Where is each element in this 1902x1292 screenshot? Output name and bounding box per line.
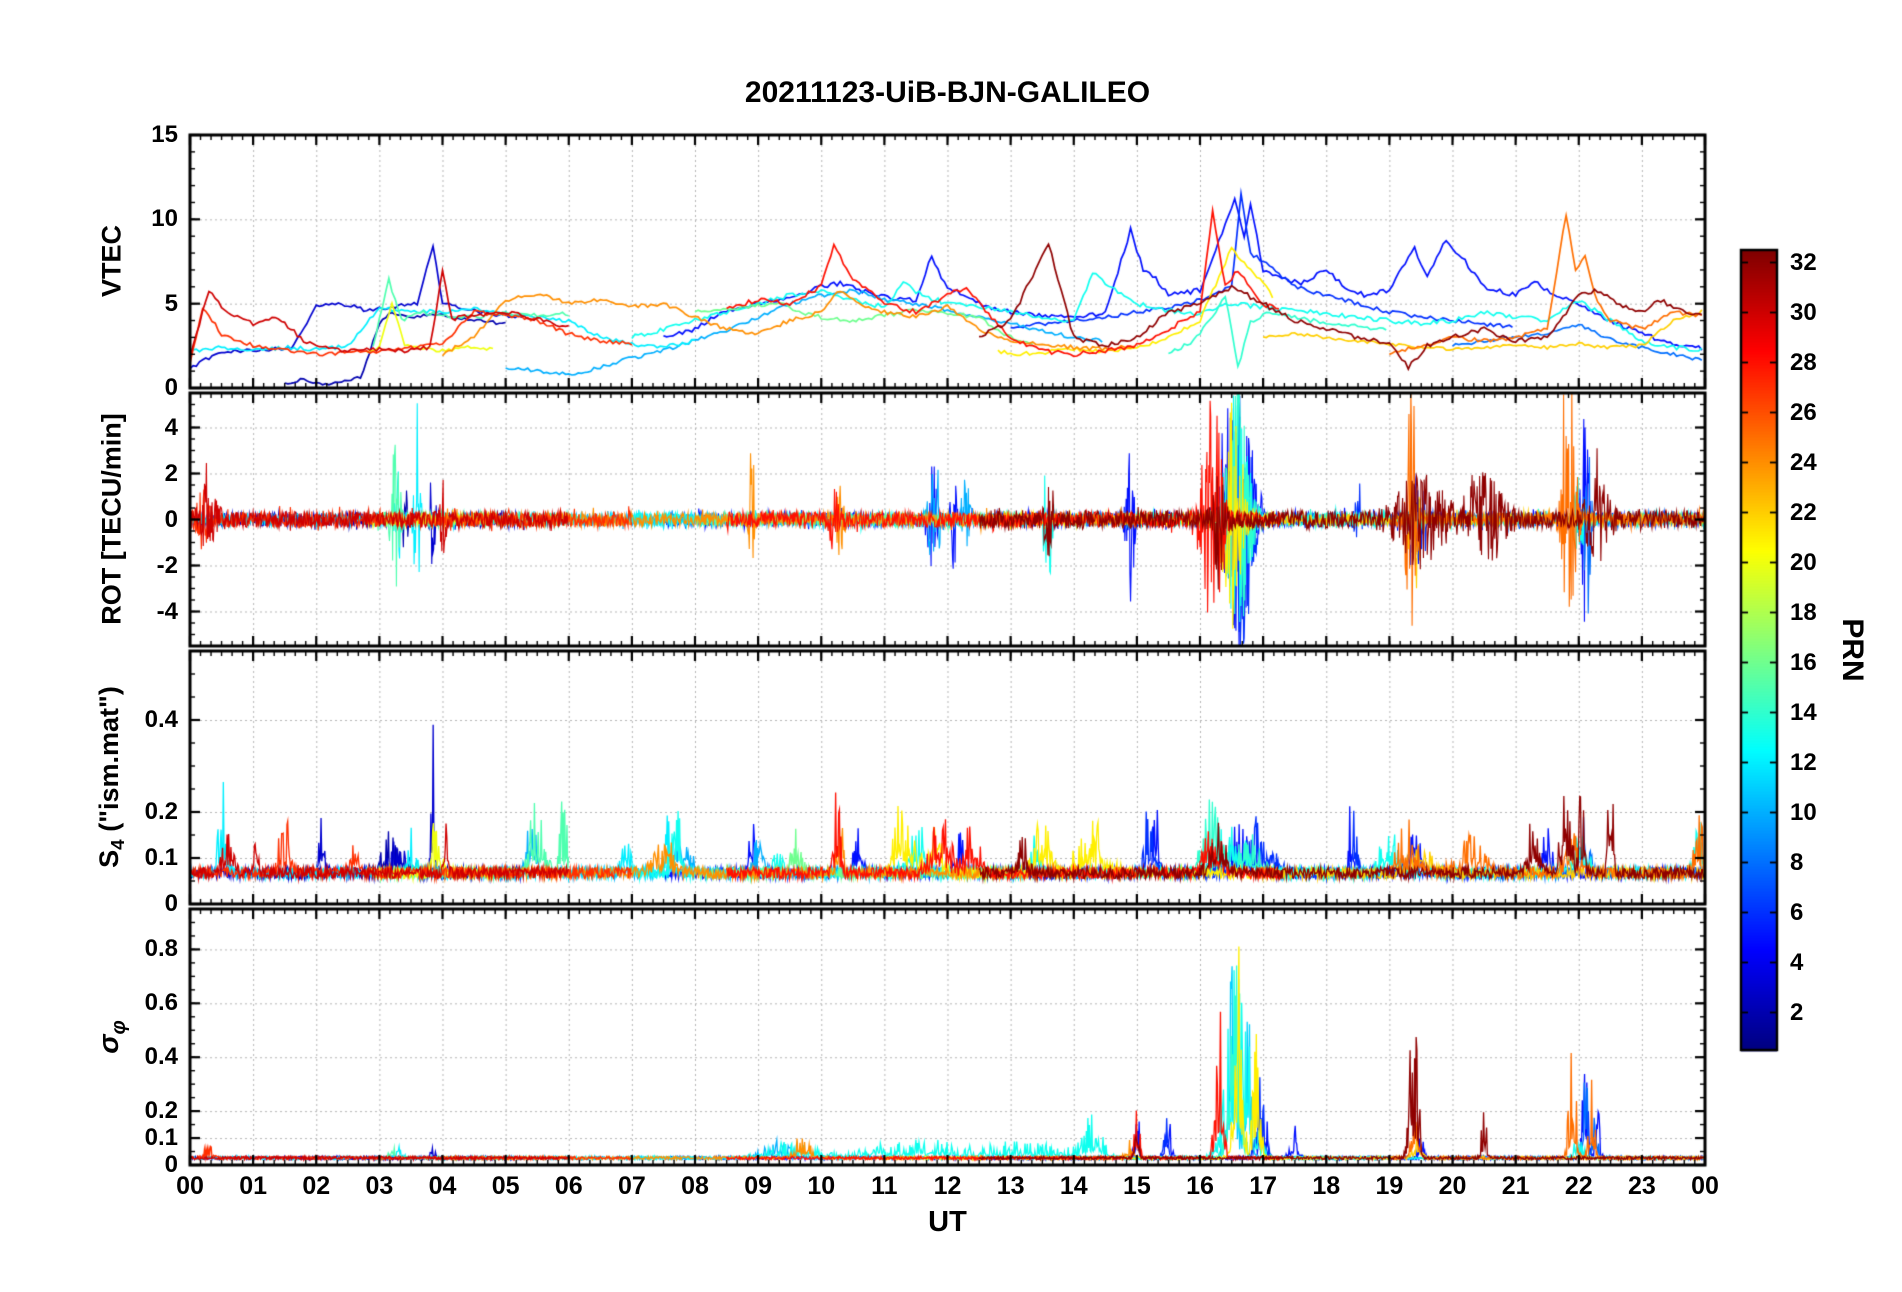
x-tick-label: 02: [302, 1172, 331, 1200]
x-tick-label: 08: [681, 1172, 709, 1200]
y-tick-label: 0: [164, 890, 178, 917]
ylabel-vtec-text: VTEC: [96, 224, 127, 298]
y-tick-label: 0.4: [144, 706, 178, 733]
colorbar-tick-label: 26: [1790, 398, 1817, 426]
chart-title: 20211123-UiB-BJN-GALILEO: [744, 76, 1151, 109]
colorbar-tick-label: 24: [1790, 448, 1817, 476]
y-tick-label: 0: [164, 1151, 178, 1178]
ylabel-s4: S4 ("ism.mat"): [93, 686, 130, 868]
y-tick-label: 0: [164, 505, 178, 533]
colorbar-tick-label: 6: [1790, 898, 1804, 926]
ylabel-rot: ROT [TECU/min]: [97, 413, 128, 624]
x-tick-label: 19: [1375, 1172, 1404, 1200]
x-tick-label: 18: [1312, 1172, 1341, 1200]
y-tick-label: 0.6: [144, 989, 178, 1017]
y-tick-label: 2: [164, 459, 178, 487]
colorbar-tick-label: 32: [1790, 248, 1817, 276]
x-tick-label: 15: [1122, 1172, 1151, 1200]
x-tick-label: 05: [491, 1172, 520, 1200]
colorbar-tick-label: 28: [1790, 348, 1817, 376]
y-tick-label: 0.2: [144, 1097, 178, 1125]
y-tick-label: -4: [156, 597, 178, 625]
ylabel-rot-text: ROT [TECU/min]: [96, 413, 127, 625]
x-tick-label: 11: [871, 1172, 898, 1200]
x-tick-label: 12: [933, 1172, 962, 1200]
y-tick-label: 10: [151, 205, 178, 233]
x-tick-label: 16: [1186, 1172, 1214, 1200]
y-tick-label: 0.2: [144, 798, 178, 825]
colorbar-tick-label: 10: [1790, 798, 1817, 826]
y-tick-label: -2: [156, 551, 178, 579]
x-tick-label: 00: [1691, 1172, 1719, 1200]
y-tick-label: 4: [164, 413, 178, 441]
colorbar-tick-label: 4: [1790, 948, 1804, 976]
x-tick-label: 03: [365, 1172, 394, 1200]
ylabel-sigma-phi: σφ: [93, 1020, 130, 1054]
colorbar-label-prn: PRN: [1836, 618, 1869, 682]
x-tick-label: 00: [176, 1172, 204, 1200]
x-tick-label: 23: [1627, 1172, 1656, 1200]
y-tick-label: 0.8: [144, 935, 178, 963]
y-tick-label: 0.4: [144, 1043, 178, 1071]
colorbar-tick-label: 18: [1790, 598, 1817, 626]
colorbar-tick-label: 16: [1790, 648, 1817, 676]
y-tick-label: 5: [164, 289, 178, 317]
y-tick-label: 15: [151, 121, 178, 148]
x-tick-label: 09: [744, 1172, 773, 1200]
y-tick-label: 0: [164, 374, 178, 401]
x-tick-label: 04: [428, 1172, 457, 1200]
y-tick-label: 0.1: [144, 844, 178, 871]
x-tick-label: 20: [1438, 1172, 1467, 1200]
x-tick-label: 17: [1249, 1172, 1278, 1200]
x-tick-label: 14: [1059, 1172, 1088, 1200]
x-tick-label: 21: [1501, 1172, 1530, 1200]
colorbar-tick-label: 12: [1790, 748, 1817, 776]
x-tick-label: 22: [1564, 1172, 1593, 1200]
x-tick-label: 06: [554, 1172, 583, 1200]
x-tick-label: 01: [239, 1172, 268, 1200]
xlabel-ut: UT: [928, 1206, 967, 1238]
colorbar-tick-label: 20: [1790, 548, 1817, 576]
colorbar-tick-label: 30: [1790, 298, 1817, 326]
ylabel-vtec: VTEC: [97, 225, 128, 297]
x-tick-label: 13: [996, 1172, 1025, 1200]
colorbar-tick-label: 8: [1790, 848, 1804, 876]
colorbar-tick-label: 2: [1790, 998, 1804, 1026]
y-tick-label: 0.1: [144, 1124, 178, 1152]
x-tick-label: 10: [807, 1172, 836, 1200]
colorbar-tick-label: 22: [1790, 498, 1817, 526]
colorbar-tick-label: 14: [1790, 698, 1817, 726]
x-tick-label: 07: [617, 1172, 646, 1200]
